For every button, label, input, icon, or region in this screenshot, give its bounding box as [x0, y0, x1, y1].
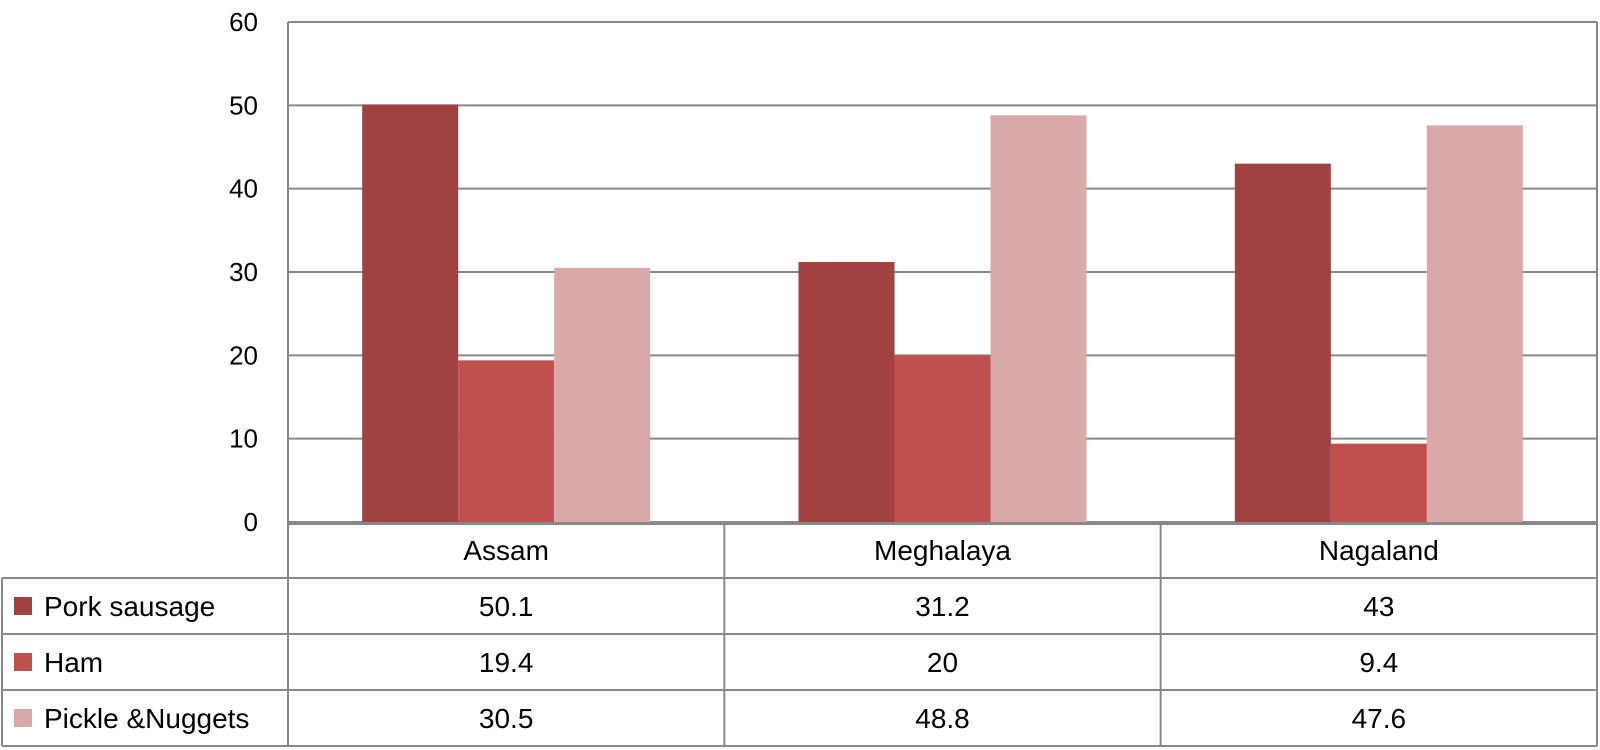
data-label: 48.8 — [915, 703, 970, 734]
legend-label: Pickle &Nuggets — [44, 703, 249, 734]
y-tick-label: 10 — [229, 424, 258, 454]
data-label: 20 — [927, 647, 958, 678]
data-table: Assam Meghalaya Nagaland Pork sausage 50.1 31… — [1, 522, 1598, 747]
y-tick-label: 50 — [229, 90, 258, 120]
bars — [362, 104, 1523, 522]
bar-ham-meghalaya — [894, 355, 991, 522]
bar-pickle-nuggets-meghalaya — [990, 115, 1087, 522]
y-tick-label: 20 — [229, 340, 258, 370]
x-category-label: Meghalaya — [874, 535, 1011, 566]
x-category-label: Assam — [463, 535, 549, 566]
data-label: 43 — [1363, 591, 1394, 622]
bar-pickle-nuggets-nagaland — [1426, 125, 1523, 522]
y-axis-tick-labels: 0 10 20 30 40 50 60 — [229, 7, 258, 537]
data-label: 30.5 — [479, 703, 534, 734]
data-label: 50.1 — [479, 591, 534, 622]
y-tick-label: 40 — [229, 174, 258, 204]
data-label: 31.2 — [915, 591, 970, 622]
bar-pickle-nuggets-assam — [554, 267, 651, 522]
data-label: 47.6 — [1352, 703, 1407, 734]
legend-label: Ham — [44, 647, 103, 678]
y-tick-label: 30 — [229, 257, 258, 287]
legend-key — [14, 597, 32, 615]
data-label: 19.4 — [479, 647, 534, 678]
bar-pork-sausage-assam — [362, 104, 459, 522]
x-category-label: Nagaland — [1319, 535, 1439, 566]
y-tick-label: 60 — [229, 7, 258, 37]
y-tick-label: 0 — [244, 507, 258, 537]
legend-key — [14, 653, 32, 671]
data-label: 9.4 — [1359, 647, 1398, 678]
bar-ham-nagaland — [1330, 443, 1427, 522]
legend-label: Pork sausage — [44, 591, 215, 622]
bar-pork-sausage-meghalaya — [798, 262, 895, 522]
bar-ham-assam — [458, 360, 555, 522]
legend-key — [14, 709, 32, 727]
bar-pork-sausage-nagaland — [1234, 163, 1331, 522]
